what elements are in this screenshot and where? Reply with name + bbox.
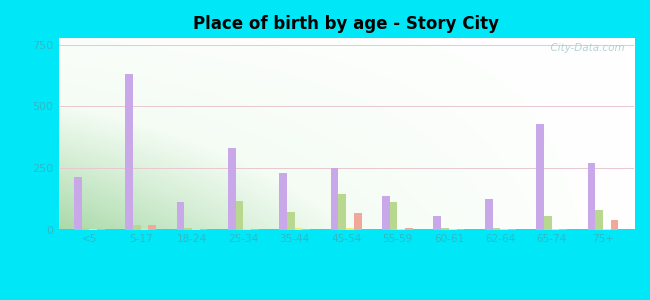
Bar: [140, 229, 148, 230]
Bar: [485, 199, 493, 230]
Bar: [294, 227, 302, 230]
Bar: [544, 216, 552, 230]
Bar: [200, 229, 207, 230]
Bar: [97, 229, 105, 230]
Bar: [251, 229, 259, 230]
Bar: [354, 213, 361, 230]
Bar: [588, 163, 595, 230]
Bar: [148, 225, 156, 230]
Bar: [287, 212, 294, 230]
Bar: [390, 202, 398, 230]
Bar: [280, 173, 287, 230]
Bar: [228, 148, 236, 230]
Bar: [346, 227, 354, 230]
Bar: [493, 227, 500, 230]
Bar: [236, 201, 243, 230]
Bar: [434, 216, 441, 230]
Bar: [302, 229, 310, 230]
Bar: [500, 229, 508, 230]
Bar: [405, 227, 413, 230]
Bar: [449, 229, 456, 230]
Text: City-Data.com: City-Data.com: [545, 43, 625, 53]
Bar: [331, 168, 339, 230]
Bar: [192, 229, 200, 230]
Bar: [536, 124, 544, 230]
Bar: [74, 177, 82, 230]
Bar: [552, 229, 559, 230]
Bar: [398, 229, 405, 230]
Bar: [125, 74, 133, 230]
Bar: [82, 227, 89, 230]
Bar: [382, 196, 390, 230]
Bar: [185, 227, 192, 230]
Bar: [595, 210, 603, 230]
Bar: [243, 229, 251, 230]
Title: Place of birth by age - Story City: Place of birth by age - Story City: [193, 15, 499, 33]
Bar: [133, 225, 140, 230]
Bar: [456, 229, 464, 230]
Bar: [441, 227, 449, 230]
Bar: [177, 202, 185, 230]
Bar: [559, 229, 567, 230]
Bar: [339, 194, 346, 230]
Bar: [603, 229, 610, 230]
Bar: [89, 229, 97, 230]
Bar: [508, 229, 515, 230]
Bar: [610, 220, 618, 230]
